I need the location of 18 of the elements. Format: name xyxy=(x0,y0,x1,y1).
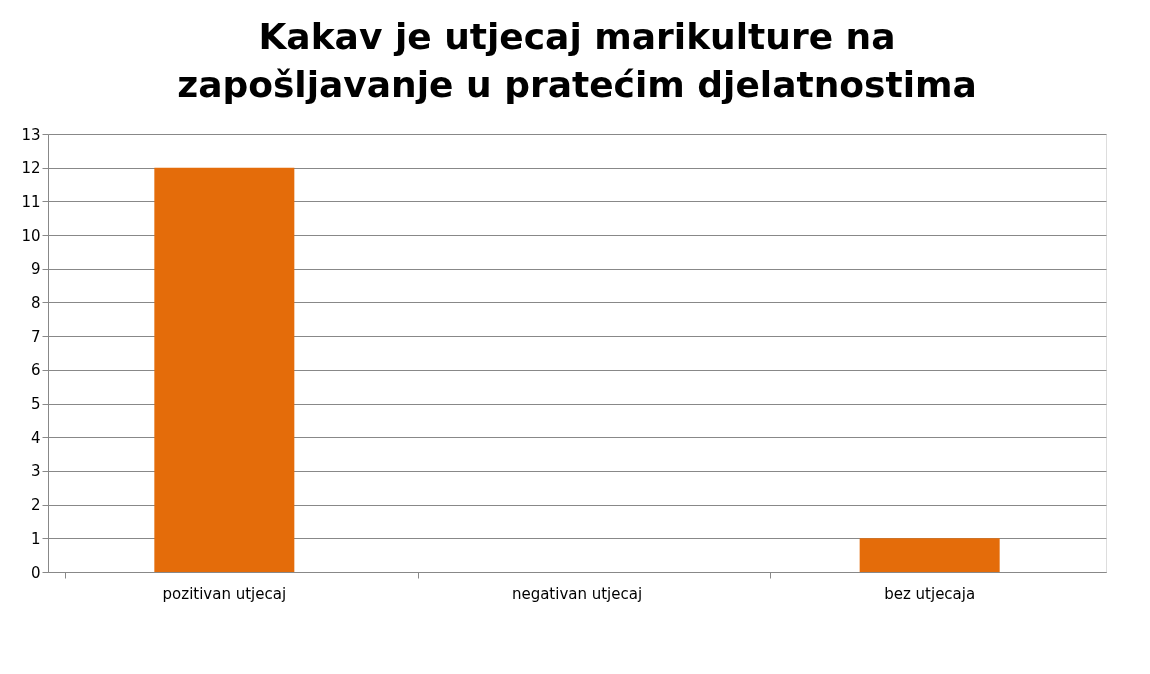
y-tick-label: 12 xyxy=(21,159,41,178)
y-tick-label: 2 xyxy=(30,496,41,515)
y-tick-label: 4 xyxy=(30,428,41,447)
x-tick-label: bez utjecaja xyxy=(884,584,976,603)
y-tick-label: 5 xyxy=(30,395,41,414)
y-tick-label: 6 xyxy=(30,361,41,380)
x-tick-label: negativan utjecaj xyxy=(511,584,643,603)
y-tick-label: 10 xyxy=(21,226,41,245)
y-tick-label: 0 xyxy=(30,563,41,582)
y-tick-label: 8 xyxy=(30,293,41,312)
x-tick-label: pozitivan utjecaj xyxy=(162,584,287,603)
y-tick-label: 7 xyxy=(30,327,41,346)
y-tick-label: 11 xyxy=(21,192,41,211)
chart-title: Kakav je utjecaj marikulture na zapošljavanje u pratećim djelatnostima xyxy=(177,16,977,105)
y-tick-label: 13 xyxy=(21,125,41,144)
y-tick-label: 3 xyxy=(30,462,41,481)
y-tick-label: 9 xyxy=(30,260,41,279)
y-tick-label: 1 xyxy=(30,529,41,548)
